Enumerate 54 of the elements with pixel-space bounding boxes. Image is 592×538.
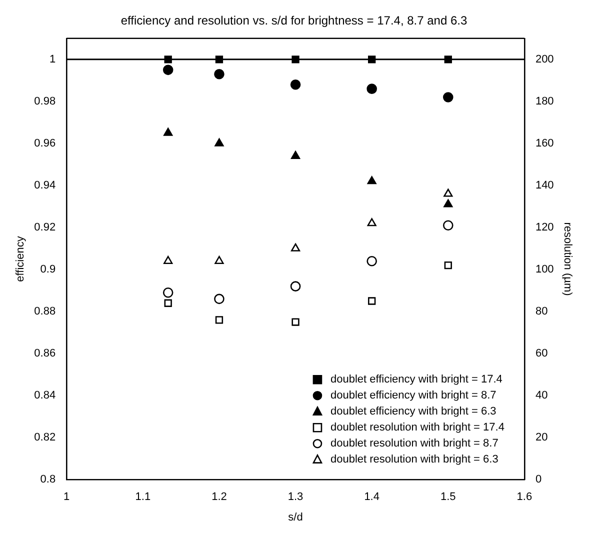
y-tick-label: 1 (49, 53, 56, 66)
point (162, 287, 174, 298)
y-tick-label: 0.82 (34, 432, 56, 444)
x-tick-label: 1 (64, 491, 70, 504)
y-tick-label: 0.9 (40, 264, 56, 276)
y2-tick-label: 200 (535, 53, 554, 66)
x-tick-label: 1.1 (135, 491, 151, 504)
point (214, 294, 224, 304)
y-tick-label: 0.88 (34, 306, 56, 318)
y-tick-label: 0.8 (40, 474, 56, 486)
y2-tick-label: 140 (535, 180, 554, 192)
legend-label: doublet resolution with bright = 8.7 (330, 438, 498, 450)
point (367, 218, 376, 226)
x-axis-title: s/d (288, 511, 303, 524)
point (366, 256, 377, 266)
y2-tick-label: 100 (535, 264, 554, 276)
y2-tick-label: 160 (535, 137, 554, 150)
y2-tick-label: 0 (535, 474, 542, 486)
point (164, 256, 173, 264)
point (215, 316, 224, 324)
y-tick-label: 0.96 (34, 137, 56, 150)
point (290, 243, 300, 252)
x-tick-label: 1.5 (440, 491, 456, 504)
x-tick-label: 1.6 (516, 491, 532, 504)
point (442, 220, 454, 231)
y2-tick-label: 40 (535, 390, 548, 402)
point (164, 299, 172, 307)
point (444, 261, 452, 270)
x-tick-label: 1.3 (288, 491, 304, 504)
point (292, 318, 300, 326)
legend-label: doublet resolution with bright = 17.4 (330, 422, 504, 434)
y2-tick-label: 20 (535, 432, 548, 444)
point (444, 188, 453, 197)
y2-tick-label: 60 (535, 348, 548, 360)
chart-title: efficiency and resolution vs. s/d for brightness = 17.4, 8.7 and 6.3 (120, 14, 468, 28)
y-tick-label: 0.84 (34, 390, 56, 402)
legend-label: doublet efficiency with bright = 8.7 (330, 390, 496, 402)
y-tick-label: 0.86 (34, 348, 56, 360)
legend-label: doublet efficiency with bright = 6.3 (330, 406, 496, 418)
y2-tick-label: 180 (535, 95, 554, 108)
point (290, 281, 301, 292)
y2-axis-title: resolution (µm) (561, 222, 574, 296)
y-tick-label: 0.92 (34, 222, 56, 234)
y-tick-label: 0.98 (34, 95, 56, 108)
point (214, 256, 224, 264)
x-tick-label: 1.4 (364, 491, 380, 504)
x-tick-label: 1.2 (212, 491, 227, 504)
y-tick-label: 0.94 (34, 180, 56, 192)
y2-tick-label: 80 (535, 306, 548, 318)
y2-tick-label: 120 (535, 222, 554, 234)
point (368, 297, 376, 305)
legend-label: doublet resolution with bright = 6.3 (330, 454, 498, 466)
legend-label: doublet efficiency with bright = 17.4 (330, 374, 502, 386)
y-axis-title: efficiency (14, 236, 27, 282)
